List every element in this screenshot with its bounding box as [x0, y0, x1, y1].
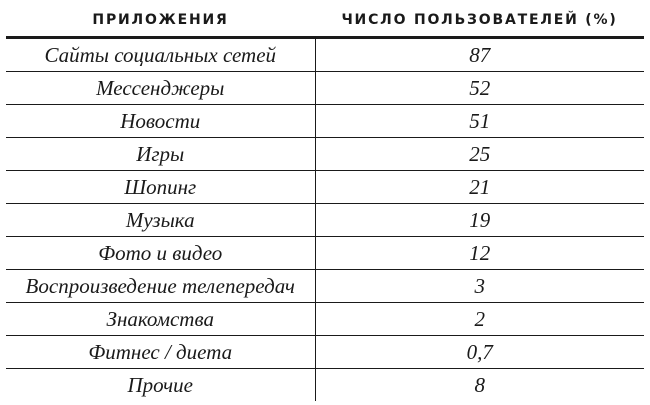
app-cell: Мессенджеры — [6, 71, 316, 105]
apps-usage-table-container: ПРИЛОЖЕНИЯ ЧИСЛО ПОЛЬЗОВАТЕЛЕЙ (%) Сайты… — [6, 4, 644, 401]
header-row: ПРИЛОЖЕНИЯ ЧИСЛО ПОЛЬЗОВАТЕЛЕЙ (%) — [6, 4, 644, 39]
table-row: Прочие 8 — [6, 368, 644, 401]
table-row: Мессенджеры 52 — [6, 71, 644, 105]
app-cell: Игры — [6, 137, 316, 171]
header-users-percent: ЧИСЛО ПОЛЬЗОВАТЕЛЕЙ (%) — [315, 4, 644, 39]
value-cell: 12 — [315, 236, 644, 270]
value-cell: 8 — [315, 368, 644, 401]
value-cell: 21 — [315, 170, 644, 204]
table-row: Фото и видео 12 — [6, 236, 644, 270]
table-body: Сайты социальных сетей 87 Мессенджеры 52… — [6, 37, 644, 401]
table-header: ПРИЛОЖЕНИЯ ЧИСЛО ПОЛЬЗОВАТЕЛЕЙ (%) — [6, 4, 644, 39]
value-cell: 0,7 — [315, 335, 644, 369]
apps-usage-table: ПРИЛОЖЕНИЯ ЧИСЛО ПОЛЬЗОВАТЕЛЕЙ (%) Сайты… — [6, 4, 644, 401]
header-apps: ПРИЛОЖЕНИЯ — [6, 4, 315, 39]
app-cell: Фото и видео — [6, 236, 316, 270]
app-cell: Знакомства — [6, 302, 316, 336]
app-cell: Фитнес / диета — [6, 335, 316, 369]
table-row: Шопинг 21 — [6, 170, 644, 204]
value-cell: 51 — [315, 104, 644, 138]
app-cell: Музыка — [6, 203, 316, 237]
value-cell: 87 — [469, 42, 491, 67]
value-cell: 2 — [315, 302, 644, 336]
app-cell: Прочие — [6, 368, 316, 401]
value-cell: 19 — [315, 203, 644, 237]
app-cell: Новости — [6, 104, 316, 138]
table-row: Знакомства 2 — [6, 302, 644, 336]
value-cell: 3 — [315, 269, 644, 303]
table-row: Игры 25 — [6, 137, 644, 171]
table-row: Воспроизведение телепередач 3 — [6, 269, 644, 303]
table-row: Новости 51 — [6, 104, 644, 138]
table-row: Фитнес / диета 0,7 — [6, 335, 644, 369]
table-row: Музыка 19 — [6, 203, 644, 237]
table-row: Сайты социальных сетей 87 — [6, 37, 644, 72]
value-cell: 25 — [315, 137, 644, 171]
app-cell: Сайты социальных сетей — [6, 37, 316, 72]
app-cell: Воспроизведение телепередач — [6, 269, 316, 303]
value-cell: 52 — [315, 71, 644, 105]
app-cell: Шопинг — [6, 170, 316, 204]
